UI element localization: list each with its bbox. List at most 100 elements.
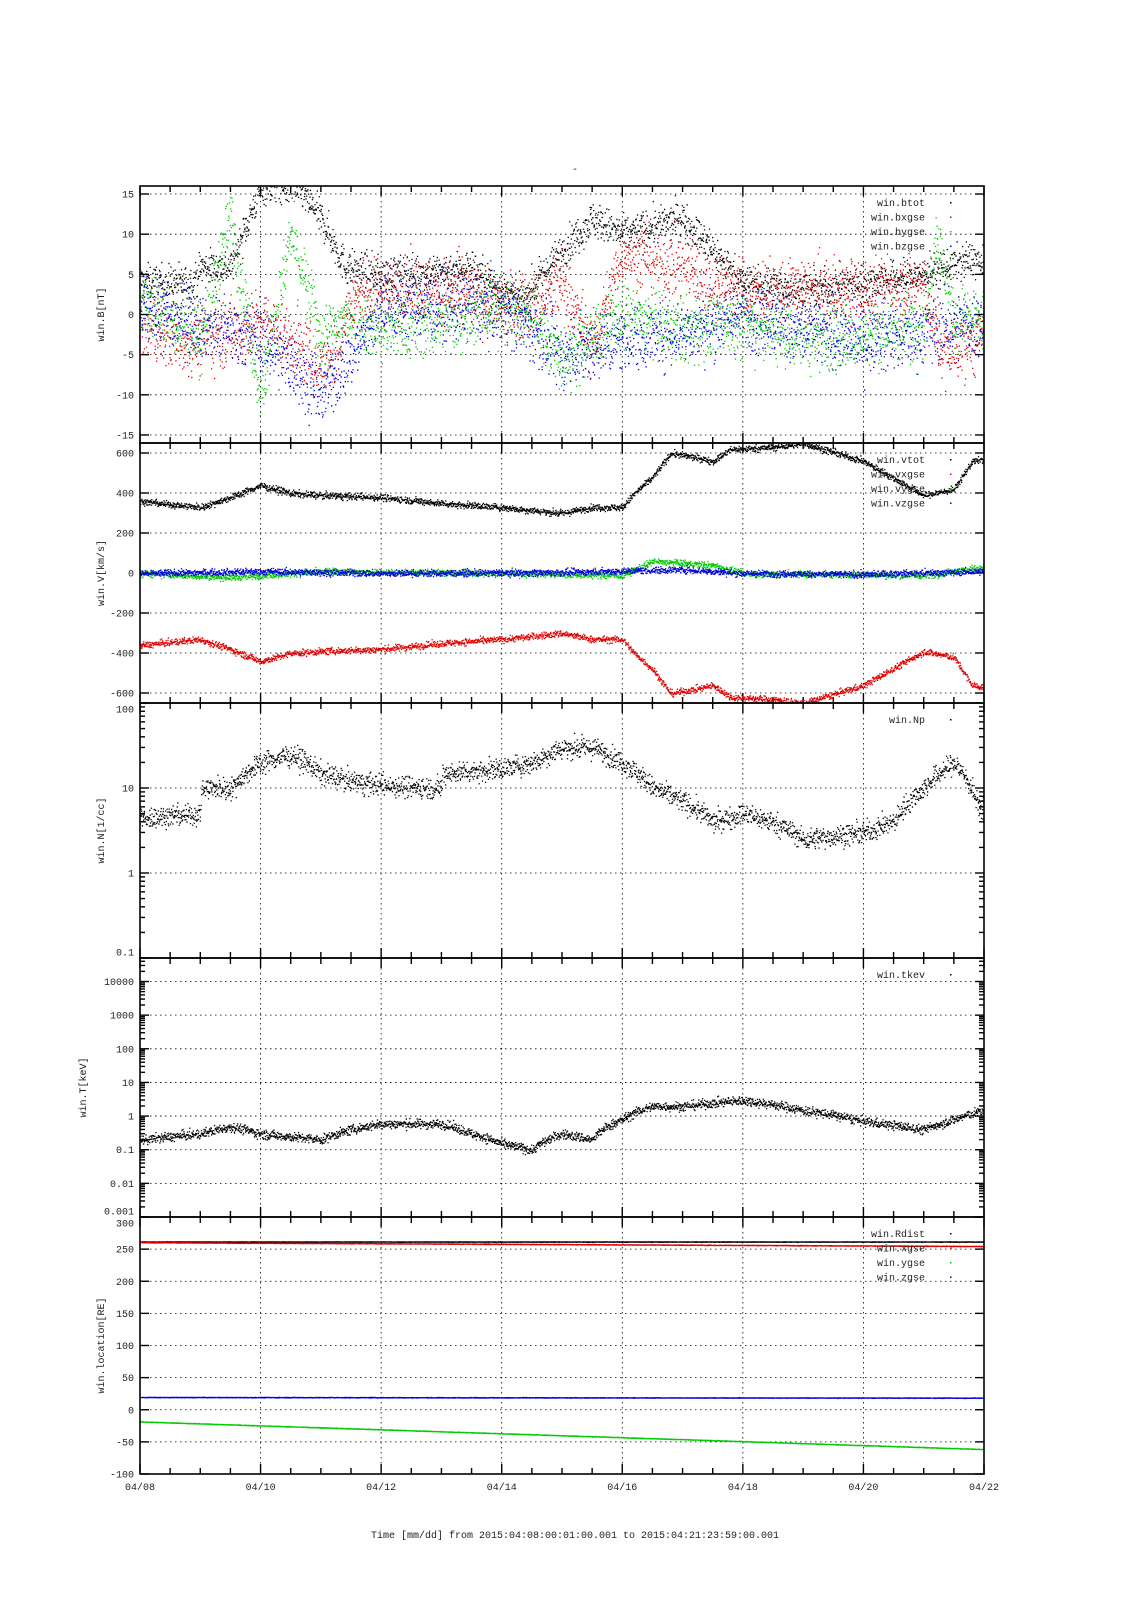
- y-tick-label: -600: [110, 690, 134, 701]
- series-xgse: [140, 1241, 984, 1248]
- y-tick-label: 0: [128, 311, 134, 322]
- series-Np: [140, 732, 984, 850]
- y-tick-label: 0: [128, 570, 134, 581]
- y-tick-label: 200: [116, 530, 134, 541]
- series-zgse: [140, 1396, 984, 1400]
- legend-label: win.Np: [889, 715, 925, 727]
- x-tick-label: 04/22: [969, 1482, 999, 1494]
- y-tick-label: 1: [128, 870, 134, 881]
- y-tick-label: 100: [116, 706, 134, 717]
- y-tick-label: 5: [128, 271, 134, 282]
- y-tick-label: 0.1: [116, 949, 134, 960]
- y-tick-label: 50: [122, 1374, 134, 1385]
- legend-marker: [950, 719, 952, 721]
- series-bxgse: [140, 218, 984, 397]
- legend-label: win.vxgse: [871, 470, 925, 482]
- panel-4: 0.001 0.01 0.1 1 10 100 1000 10000 win.T[keV] win…: [78, 957, 985, 1219]
- legend-label: win.tkev: [877, 970, 925, 982]
- panel-3: 0.1 1 10 100 win.N[1/cc] win.Np: [96, 702, 985, 960]
- panels: -15-10-5051015win.B[nT]win.btotwin.bxgse…: [78, 185, 999, 1494]
- x-tick-label: 04/14: [487, 1482, 517, 1494]
- y-tick-label: 100: [116, 1342, 134, 1353]
- legend-label: win.bzgse: [871, 242, 925, 254]
- series-vtot: [140, 443, 984, 517]
- legend-marker: [950, 1247, 952, 1249]
- y-tick-label: -15: [116, 431, 134, 442]
- series-group: [140, 1241, 984, 1451]
- y-tick-label: 100: [116, 1045, 134, 1056]
- legend-marker: [950, 473, 952, 475]
- legend-marker: [950, 1233, 952, 1235]
- x-tick-label: 04/12: [366, 1482, 396, 1494]
- series-bzgse: [140, 260, 984, 427]
- x-axis-label: Time [mm/dd] from 2015:04:08:00:01:00.00…: [371, 1530, 779, 1542]
- legend-marker: [950, 488, 952, 490]
- series-vygse: [140, 558, 984, 583]
- series-bygse: [140, 196, 984, 417]
- series-group: [140, 443, 984, 703]
- legend-label: win.xgse: [877, 1244, 925, 1256]
- panel-5: -100 -50 0 50 100 150 200 250 300 win.location[RE…: [96, 1216, 985, 1482]
- legend-label: win.btot: [877, 198, 925, 210]
- y-tick-label: 10: [122, 1079, 134, 1090]
- y-tick-label: -10: [116, 391, 134, 402]
- legend-marker: [950, 216, 952, 218]
- series-ygse: [140, 1421, 984, 1451]
- y-tick-label: -100: [110, 1471, 134, 1482]
- x-tick-label: 04/08: [125, 1482, 155, 1494]
- y-tick-label: 1000: [110, 1012, 134, 1023]
- x-tick-label: 04/20: [848, 1482, 878, 1494]
- legend-marker: [950, 245, 952, 247]
- legend-label: win.bygse: [871, 227, 925, 239]
- y-axis-label: win.B[nT]: [96, 287, 108, 341]
- y-tick-label: 400: [116, 490, 134, 501]
- y-tick-label: 0.1: [116, 1146, 134, 1157]
- y-tick-label: -5: [122, 351, 134, 362]
- y-tick-label: 10000: [104, 978, 134, 989]
- y-tick-label: 200: [116, 1278, 134, 1289]
- legend-marker: [950, 1262, 952, 1264]
- legend-label: win.ygse: [877, 1258, 925, 1270]
- series-vzgse: [140, 565, 984, 580]
- series-group: [140, 186, 984, 427]
- legend-marker: [950, 231, 952, 233]
- series-tkev: [140, 1095, 984, 1156]
- legend-marker: [950, 1276, 952, 1278]
- series-group: [140, 1095, 984, 1156]
- panel-frame: [139, 957, 985, 1218]
- panel-2: -600 -400 -200 0 200 400 600 win.V[km/s] win.vto…: [96, 442, 985, 704]
- y-tick-label: 0: [128, 1406, 134, 1417]
- x-tick-label: 04/18: [728, 1482, 758, 1494]
- y-tick-label: 300: [116, 1220, 134, 1231]
- legend-marker: [950, 202, 952, 204]
- y-tick-label: -50: [116, 1438, 134, 1449]
- y-tick-label: 15: [122, 191, 134, 202]
- x-tick-label: 04/16: [607, 1482, 637, 1494]
- legend-marker: [950, 459, 952, 461]
- legend-marker: [950, 502, 952, 504]
- chart-title: -: [572, 165, 578, 176]
- y-tick-label: 1: [128, 1113, 134, 1124]
- series-group: [140, 732, 984, 850]
- y-tick-label: 0.001: [104, 1208, 134, 1219]
- y-axis-label: win.N[1/cc]: [96, 797, 108, 863]
- legend-label: win.zgse: [877, 1273, 925, 1285]
- y-tick-label: 10: [122, 785, 134, 796]
- y-tick-label: 250: [116, 1246, 134, 1257]
- legend-marker: [950, 974, 952, 976]
- legend-label: win.Rdist: [871, 1229, 925, 1241]
- legend-label: win.bxgse: [871, 213, 925, 225]
- y-axis-label: win.location[RE]: [96, 1297, 108, 1393]
- panel-frame: [139, 1216, 985, 1475]
- y-tick-label: 10: [122, 231, 134, 242]
- series-Rdist: [140, 1241, 984, 1244]
- y-axis-label: win.V[km/s]: [96, 540, 108, 606]
- y-tick-label: -400: [110, 650, 134, 661]
- legend-label: win.vygse: [871, 484, 925, 496]
- legend-label: win.vzgse: [871, 499, 925, 511]
- y-tick-label: -200: [110, 610, 134, 621]
- y-tick-label: 600: [116, 450, 134, 461]
- x-tick-label: 04/10: [246, 1482, 276, 1494]
- y-tick-label: 0.01: [110, 1180, 134, 1191]
- legend-label: win.vtot: [877, 455, 925, 467]
